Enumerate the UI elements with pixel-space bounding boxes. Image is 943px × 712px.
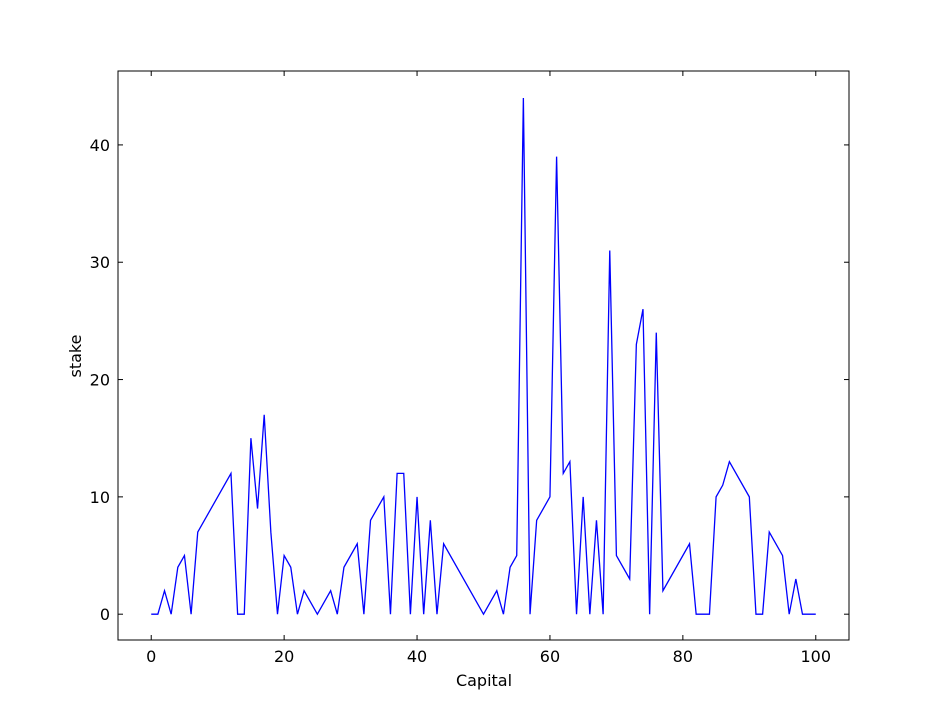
y-tick-label: 40 [90,136,110,155]
x-tick-label: 100 [800,647,831,666]
plot-frame [117,70,850,641]
ticks-layer: 0 20 40 60 80 100 0 10 20 30 40 [90,71,849,666]
x-tick-label: 60 [540,647,560,666]
x-tick-label: 20 [274,647,294,666]
y-axis-label: stake [66,335,85,378]
x-axis-label: Capital [456,671,512,690]
y-tick-label: 0 [100,605,110,624]
y-tick-label: 20 [90,371,110,390]
x-tick-label: 0 [146,647,156,666]
series-line [151,97,816,616]
x-tick-label: 40 [407,647,427,666]
y-tick-label: 10 [90,488,110,507]
y-tick-label: 30 [90,253,110,272]
x-tick-label: 80 [673,647,693,666]
